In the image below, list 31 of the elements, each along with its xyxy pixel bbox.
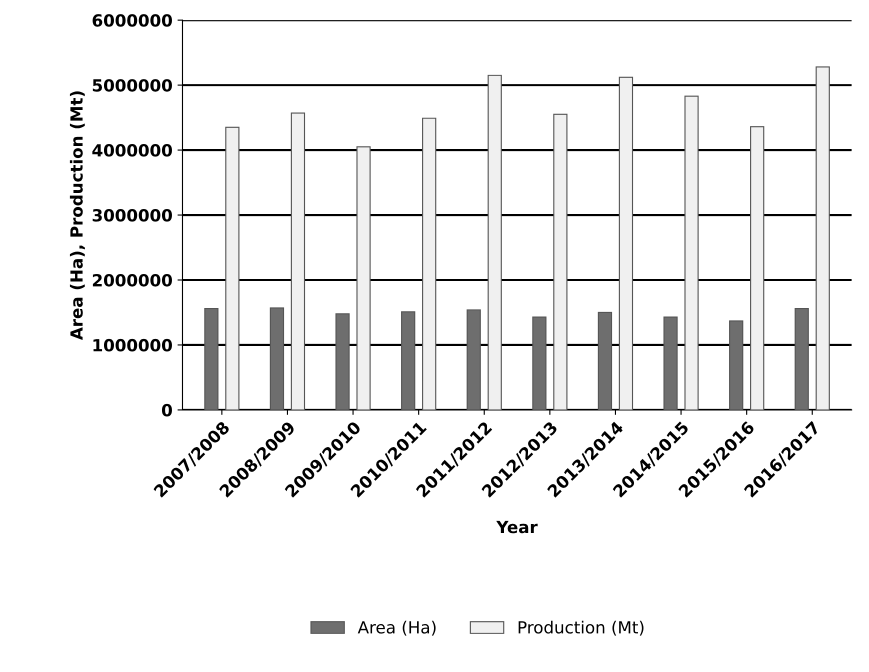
bar — [794, 308, 809, 410]
legend-label: Area (Ha) — [358, 620, 436, 636]
y-tick-label: 4000000 — [92, 144, 172, 157]
y-axis-title: Area (Ha), Production (Mt) — [70, 91, 85, 340]
bar — [553, 114, 568, 410]
y-tick-label: 1000000 — [93, 338, 172, 352]
bar — [401, 311, 416, 410]
bar — [356, 146, 371, 410]
bar — [598, 312, 612, 410]
bar — [729, 320, 744, 410]
bar — [225, 126, 240, 410]
bar — [488, 74, 502, 410]
x-axis-title: Year — [496, 520, 538, 534]
y-tick-label: 5000000 — [92, 79, 172, 92]
bar — [466, 309, 481, 410]
bar — [618, 76, 634, 410]
bar — [663, 316, 678, 410]
legend-label: Production (Mt) — [518, 620, 644, 636]
bar — [335, 313, 350, 410]
bar — [816, 66, 830, 410]
bar — [422, 118, 436, 410]
y-tick-label: 2000000 — [92, 274, 172, 287]
bar — [684, 96, 699, 410]
bar — [750, 126, 764, 410]
y-tick-label: 0 — [162, 404, 172, 416]
y-tick-label: 3000000 — [92, 209, 172, 222]
bar — [204, 308, 218, 410]
bar — [290, 112, 306, 410]
bar — [270, 307, 284, 410]
bar — [532, 316, 546, 410]
y-tick-label: 6000000 — [92, 14, 172, 27]
